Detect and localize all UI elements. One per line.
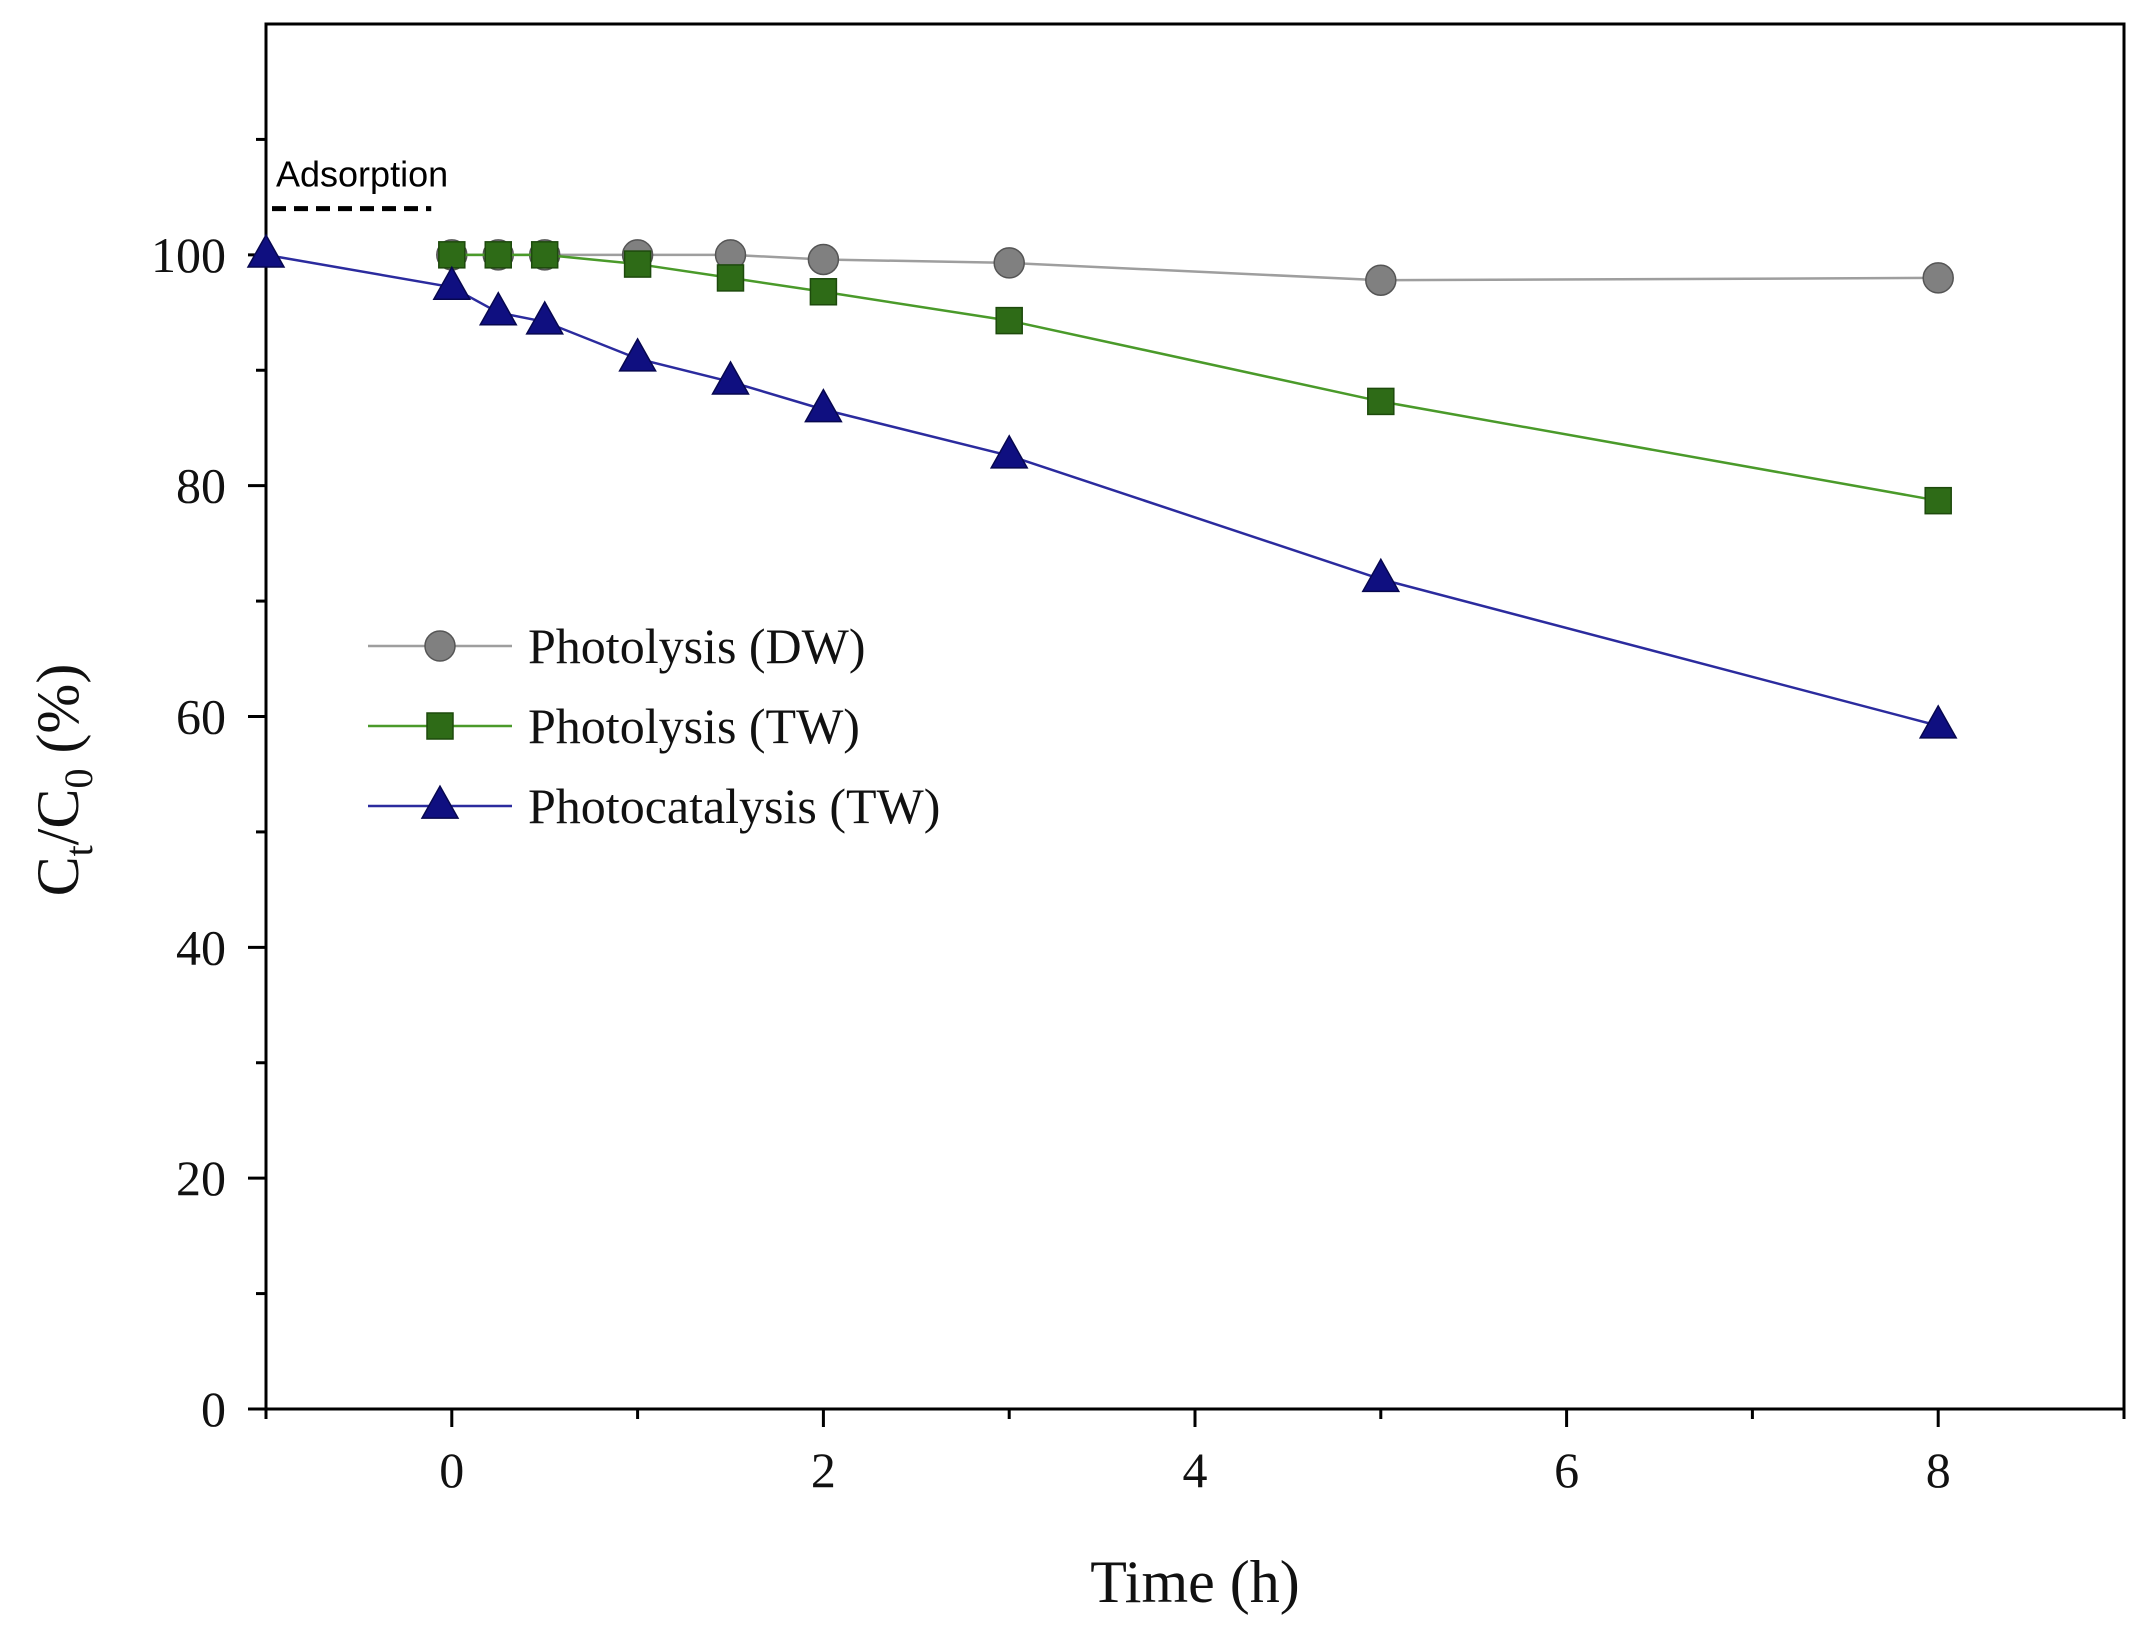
- data-point: [993, 247, 1025, 279]
- series-1: [438, 241, 1952, 515]
- data-point: [623, 250, 652, 278]
- data-point: [1918, 704, 1958, 739]
- data-point: [1367, 387, 1395, 416]
- data-point: [711, 360, 750, 395]
- legend-marker: [426, 712, 454, 740]
- y-title-base: C: [25, 856, 91, 896]
- data-point: [432, 265, 472, 301]
- legend-marker: [424, 630, 456, 662]
- data-point: [246, 233, 286, 268]
- data-point: [995, 306, 1023, 335]
- data-point: [438, 241, 466, 269]
- legend-item: Photolysis (TW): [368, 698, 860, 754]
- y-tick-label: 20: [176, 1150, 226, 1206]
- x-tick-label: 4: [1183, 1442, 1208, 1498]
- y-tick-label: 100: [151, 227, 226, 283]
- legend-label: Photolysis (DW): [528, 618, 866, 674]
- y-title-unit: (%): [25, 664, 91, 769]
- data-point: [525, 300, 564, 335]
- data-point: [1365, 264, 1397, 296]
- legend-label: Photocatalysis (TW): [528, 778, 940, 834]
- annotation-layer: Adsorption: [272, 154, 448, 212]
- x-tick-label: 8: [1926, 1442, 1951, 1498]
- data-point: [484, 241, 512, 269]
- series-layer: [246, 233, 1958, 739]
- data-point: [989, 434, 1029, 469]
- y-tick-label: 0: [201, 1381, 226, 1437]
- y-title-sub-0: 0: [56, 769, 101, 789]
- legend-item: Photocatalysis (TW): [368, 778, 940, 834]
- y-axis-title: Ct/C0 (%): [25, 664, 101, 897]
- data-point: [478, 291, 518, 326]
- legend-label: Photolysis (TW): [528, 698, 860, 754]
- legend-marker: [420, 784, 460, 819]
- data-point: [530, 241, 559, 269]
- legend-item: Photolysis (DW): [368, 618, 866, 674]
- legend: Photolysis (DW) Photolysis (TW) Photocatal…: [368, 618, 940, 834]
- data-point: [1924, 486, 1952, 515]
- data-point: [804, 388, 843, 423]
- y-title-base-2: C: [25, 789, 91, 829]
- data-point: [1922, 262, 1954, 294]
- data-point: [716, 264, 745, 292]
- x-tick-label: 0: [439, 1442, 464, 1498]
- y-title-slash: /: [25, 828, 91, 845]
- series-line: [451, 253, 1939, 282]
- data-point: [809, 278, 838, 306]
- data-point: [1361, 557, 1401, 593]
- y-tick-label: 80: [176, 458, 226, 514]
- series-2: [246, 233, 1958, 739]
- x-tick-label: 6: [1554, 1442, 1579, 1498]
- adsorption-label: Adsorption: [276, 154, 448, 195]
- x-axis-title: Time (h): [1090, 1549, 1299, 1615]
- series-line: [451, 253, 1939, 502]
- data-point: [618, 337, 657, 372]
- series-line: [265, 253, 1939, 727]
- data-point: [807, 243, 840, 276]
- y-tick-label: 60: [176, 689, 226, 745]
- y-tick-label: 40: [176, 919, 226, 975]
- y-title-sub-t: t: [56, 845, 101, 856]
- x-tick-label: 2: [811, 1442, 836, 1498]
